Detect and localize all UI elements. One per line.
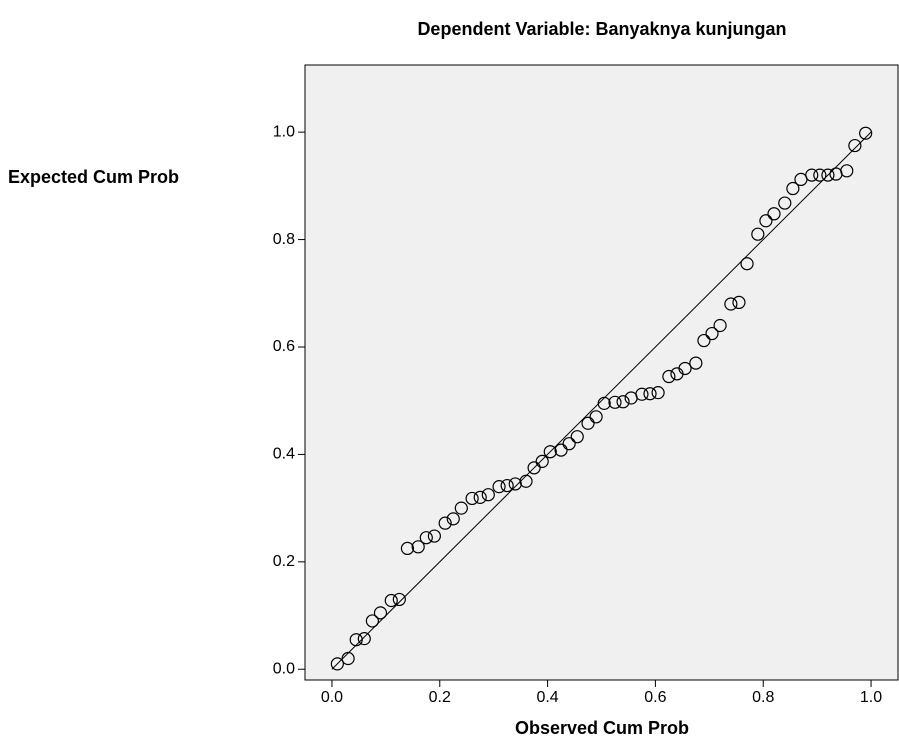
point [751, 227, 765, 241]
y-tick-label: 0.8 [273, 231, 295, 248]
chart-title: Dependent Variable: Banyaknya kunjungan [417, 19, 786, 39]
point [813, 168, 827, 182]
y-tick-label: 0.6 [273, 338, 295, 355]
point [635, 387, 649, 401]
point [705, 326, 719, 341]
point [724, 297, 738, 311]
point [608, 395, 622, 409]
point [859, 126, 873, 140]
point [651, 386, 665, 400]
point [713, 318, 727, 333]
x-tick-label: 0.6 [644, 689, 666, 706]
y-tick-label: 0.2 [273, 553, 295, 570]
y-axis-label: Expected Cum Prob [8, 167, 179, 187]
x-tick-label: 0.2 [429, 689, 451, 706]
point [543, 445, 557, 459]
point [492, 480, 506, 494]
x-tick-label: 0.0 [321, 689, 343, 706]
point [349, 633, 363, 647]
point [465, 491, 479, 506]
x-tick-label: 1.0 [860, 689, 882, 706]
point [535, 454, 549, 468]
point [384, 593, 398, 608]
point [689, 356, 703, 370]
point [740, 257, 754, 271]
point [427, 529, 441, 543]
x-axis-label: Observed Cum Prob [515, 718, 689, 738]
point [840, 164, 854, 178]
point [411, 540, 425, 554]
y-tick-label: 0.0 [273, 660, 295, 677]
point [500, 478, 514, 493]
point [848, 138, 862, 153]
point [330, 657, 344, 671]
reference-line [331, 131, 872, 670]
point [454, 501, 468, 515]
point [554, 443, 568, 457]
point [473, 490, 487, 504]
point [597, 396, 611, 410]
point [778, 196, 792, 210]
point [365, 614, 379, 628]
point [821, 168, 835, 182]
point [419, 531, 433, 545]
point [527, 461, 541, 475]
x-tick-label: 0.8 [752, 689, 774, 706]
point [562, 437, 576, 451]
point [481, 488, 495, 502]
point [392, 592, 406, 607]
point [446, 512, 460, 526]
point [373, 606, 388, 620]
point [678, 361, 692, 376]
y-tick-label: 1.0 [273, 123, 295, 140]
point [662, 369, 676, 384]
x-tick-label: 0.4 [536, 689, 558, 706]
point [589, 410, 603, 424]
point [438, 516, 452, 530]
point [341, 651, 355, 666]
point [767, 207, 781, 221]
point [400, 541, 415, 556]
point [759, 214, 773, 228]
point [570, 430, 584, 444]
point [732, 295, 746, 310]
point [616, 395, 630, 409]
point [581, 416, 595, 430]
point [357, 632, 371, 646]
point [786, 181, 800, 196]
plot-area [304, 64, 899, 681]
point [697, 333, 711, 348]
point [519, 474, 533, 488]
point [643, 387, 657, 401]
point [805, 168, 819, 182]
y-tick-label: 0.4 [273, 446, 295, 463]
